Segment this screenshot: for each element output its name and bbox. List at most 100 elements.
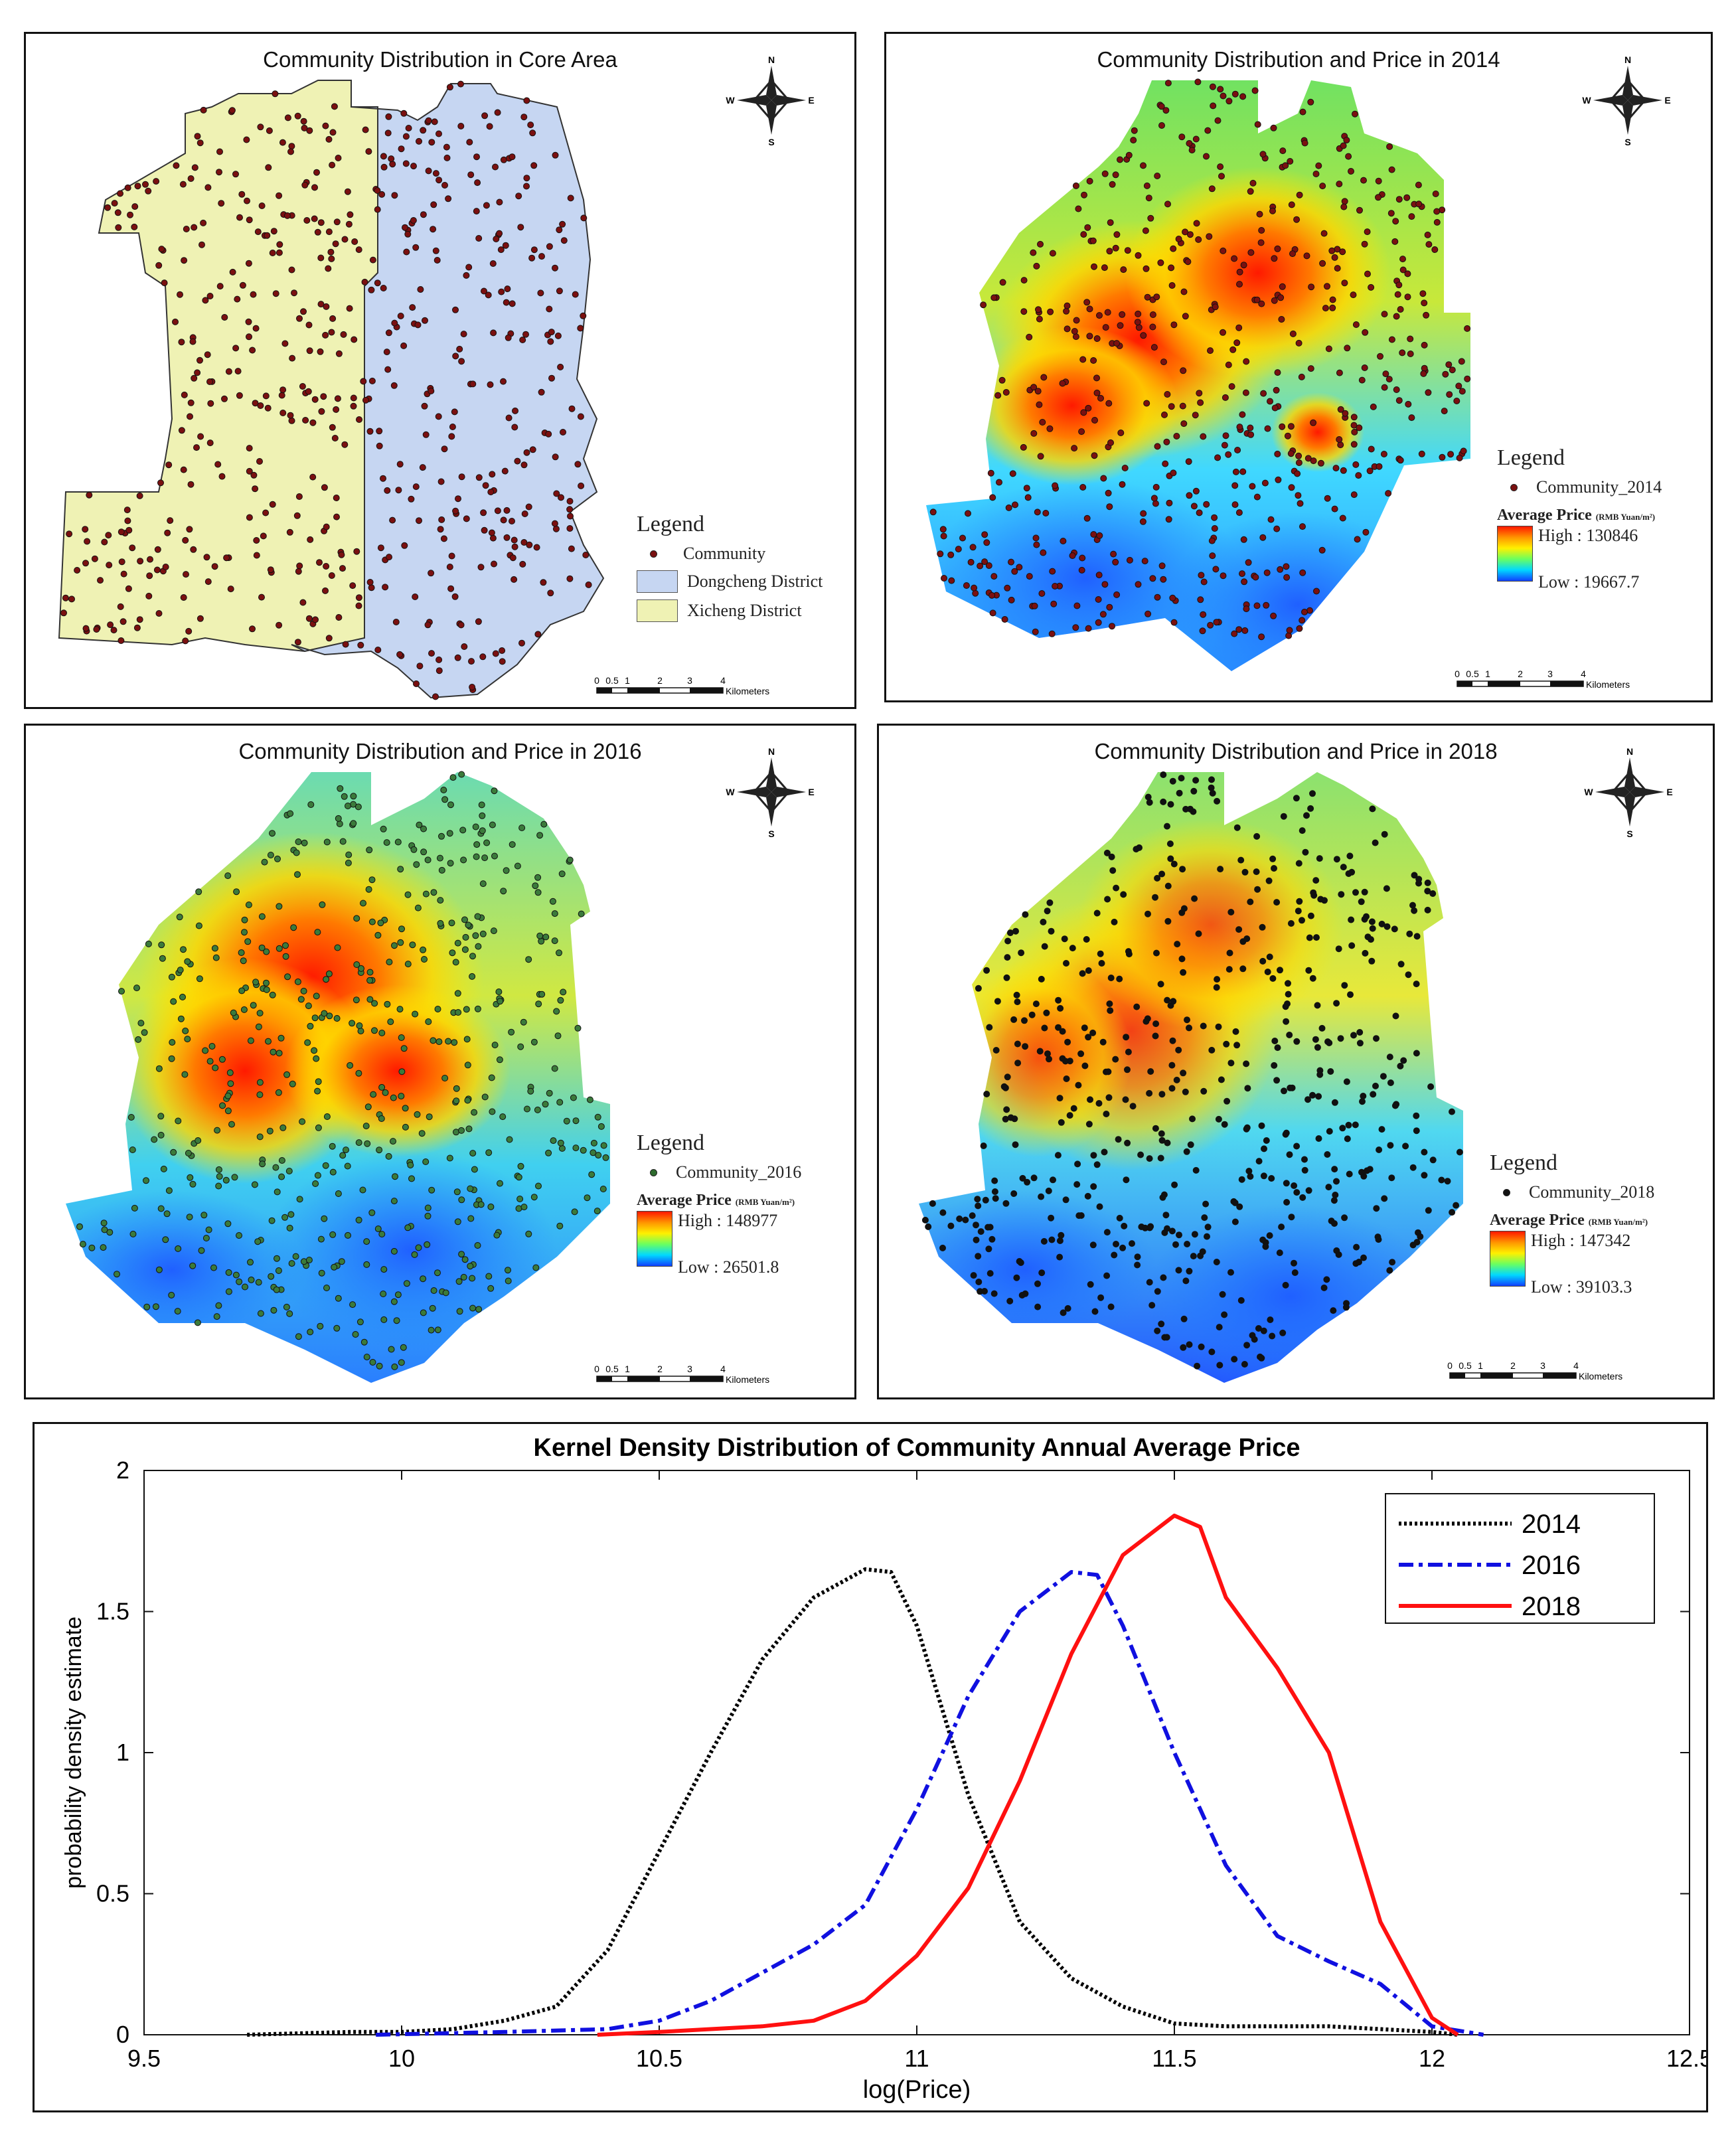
legend-item-dongcheng: Dongcheng District <box>637 570 823 593</box>
price-legend-title: Average Price (RMB Yuan/m²) <box>1497 507 1656 524</box>
scale-tick-label: 2 <box>1510 1360 1516 1371</box>
svg-text:W: W <box>726 787 735 797</box>
map-title: Community Distribution and Price in 2018 <box>1094 739 1498 763</box>
scale-tick-label: 3 <box>1540 1360 1545 1371</box>
series-line-2018 <box>597 1514 1459 2037</box>
price-legend-title: Average Price (RMB Yuan/m²) <box>637 1192 795 1209</box>
scale-tick-label: 0 <box>594 1364 599 1374</box>
scale-tick-label: 3 <box>1547 669 1553 679</box>
x-tick-label: 11.5 <box>1152 2045 1196 2072</box>
community-points <box>921 771 1463 1370</box>
x-tick-label: 12 <box>1419 2045 1445 2072</box>
svg-text:E: E <box>808 95 814 106</box>
scale-unit-label: Kilometers <box>1586 679 1630 690</box>
x-axis-label: log(Price) <box>863 2076 971 2104</box>
scale-tick-label: 0 <box>594 675 599 686</box>
legend-item-xicheng: Xicheng District <box>637 599 823 622</box>
price-high-label: High : 148977 <box>678 1211 778 1230</box>
legend-title: Legend <box>1497 445 1565 470</box>
series-line-2016 <box>376 1570 1484 2037</box>
legend-title: Legend <box>1490 1150 1557 1175</box>
svg-text:W: W <box>1582 95 1591 106</box>
map-title: Community Distribution and Price in 2016 <box>238 739 642 763</box>
scale-tick-label: 1 <box>625 1364 630 1374</box>
scale-tick-label: 4 <box>1573 1360 1579 1371</box>
scale-tick-label: 0 <box>1447 1360 1453 1371</box>
price-low-label: Low : 39103.3 <box>1531 1277 1632 1297</box>
x-tick-label: 9.5 <box>127 2045 161 2072</box>
scale-unit-label: Kilometers <box>726 686 769 696</box>
legend-title: Legend <box>637 1131 704 1155</box>
svg-text:N: N <box>1624 54 1631 65</box>
x-tick-label: 12.5 <box>1666 2045 1706 2072</box>
scale-tick-label: 3 <box>687 675 692 686</box>
map-panel-2018: Community Distribution and Price in 2018… <box>877 724 1715 1399</box>
scale-tick-label: 2 <box>657 675 663 686</box>
map-panel-2014: Community Distribution and Price in 2014… <box>884 32 1713 702</box>
map-legend: Legend Community_2014 Average Price (RMB… <box>1497 445 1662 592</box>
scale-tick-label: 0.5 <box>605 675 619 686</box>
price-surface-map <box>66 771 610 1383</box>
y-tick-label: 0.5 <box>96 1880 129 1907</box>
price-high-label: High : 130846 <box>1538 526 1638 545</box>
scale-tick-label: 0.5 <box>605 1364 619 1374</box>
scale-tick-label: 1 <box>625 675 630 686</box>
scale-tick-label: 1 <box>1485 669 1490 679</box>
y-tick-label: 1 <box>116 1739 129 1766</box>
legend-title: Legend <box>637 512 704 536</box>
map-title: Community Distribution and Price in 2014 <box>1097 47 1500 72</box>
scale-tick-label: 1 <box>1478 1360 1483 1371</box>
y-tick-label: 2 <box>116 1457 129 1484</box>
y-tick-label: 0 <box>116 2021 129 2048</box>
legend-item-community: Community <box>637 544 823 564</box>
x-tick-label: 10 <box>388 2045 415 2072</box>
svg-text:S: S <box>768 137 774 147</box>
svg-text:W: W <box>1584 787 1593 797</box>
price-color-ramp: High : 130846 Low : 19667.7 <box>1497 526 1662 592</box>
x-tick-label: 11 <box>904 2045 929 2072</box>
price-color-ramp: High : 148977 Low : 26501.8 <box>637 1211 801 1277</box>
svg-text:N: N <box>768 54 775 65</box>
chart-title: Kernel Density Distribution of Community… <box>534 1434 1301 1462</box>
x-tick-label: 10.5 <box>636 2045 682 2072</box>
y-axis-label: probability density estimate <box>61 1617 86 1889</box>
price-high-label: High : 147342 <box>1531 1231 1631 1250</box>
scale-tick-label: 0.5 <box>1466 669 1479 679</box>
legend-label-2018: 2018 <box>1522 1592 1581 1621</box>
compass-icon: N S E W <box>726 746 814 838</box>
scale-tick-label: 3 <box>687 1364 692 1374</box>
legend-item-community: Community_2014 <box>1497 477 1662 497</box>
compass-icon: N S E W <box>1584 746 1672 838</box>
svg-text:E: E <box>1664 95 1670 106</box>
svg-text:E: E <box>1666 787 1672 797</box>
kde-chart-panel: Kernel Density Distribution of Community… <box>33 1422 1713 2112</box>
scale-tick-label: 0 <box>1455 669 1460 679</box>
price-low-label: Low : 26501.8 <box>678 1257 779 1277</box>
kde-chart: Kernel Density Distribution of Community… <box>61 1434 1713 2104</box>
svg-text:N: N <box>1626 746 1633 757</box>
map-title: Community Distribution in Core Area <box>263 47 617 72</box>
svg-text:W: W <box>726 95 735 106</box>
svg-text:S: S <box>1626 829 1632 838</box>
scale-tick-label: 0.5 <box>1459 1360 1472 1371</box>
legend-label-2016: 2016 <box>1522 1551 1581 1580</box>
legend-item-community: Community_2016 <box>637 1162 801 1182</box>
price-surface-map <box>919 771 1463 1383</box>
district-map <box>58 80 605 700</box>
price-legend-title: Average Price (RMB Yuan/m²) <box>1490 1212 1648 1229</box>
legend-label-2014: 2014 <box>1522 1510 1581 1539</box>
map-legend: Legend Community Dongcheng District Xich… <box>637 512 823 622</box>
scale-tick-label: 4 <box>720 1364 726 1374</box>
community-points <box>76 771 609 1370</box>
scale-tick-label: 2 <box>657 1364 663 1374</box>
scale-unit-label: Kilometers <box>726 1374 769 1385</box>
map-panel-core-area: Community Distribution in Core Area N S … <box>24 32 856 709</box>
series-line-2014 <box>247 1567 1459 2037</box>
svg-text:S: S <box>768 829 774 838</box>
map-legend: Legend Community_2016 Average Price (RMB… <box>637 1131 801 1277</box>
map-legend: Legend Community_2018 Average Price (RMB… <box>1490 1150 1654 1297</box>
